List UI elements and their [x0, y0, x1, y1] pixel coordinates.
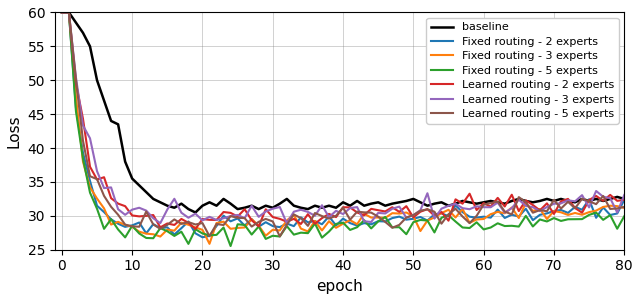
Fixed routing - 2 experts [198, 235, 206, 239]
baseline [191, 211, 199, 214]
Fixed routing - 5 experts [550, 216, 558, 220]
baseline [550, 199, 558, 203]
Learned routing - 2 experts [374, 208, 382, 212]
baseline [58, 11, 66, 14]
Line: Learned routing - 2 experts: Learned routing - 2 experts [62, 12, 624, 229]
Learned routing - 3 experts [58, 11, 66, 14]
Fixed routing - 2 experts [480, 215, 488, 219]
Line: Fixed routing - 2 experts: Fixed routing - 2 experts [62, 12, 624, 237]
Learned routing - 3 experts [620, 193, 628, 197]
Fixed routing - 2 experts [571, 205, 579, 209]
Fixed routing - 5 experts [227, 244, 234, 248]
Learned routing - 5 experts [522, 200, 530, 204]
Fixed routing - 5 experts [480, 228, 488, 231]
Learned routing - 3 experts [571, 200, 579, 203]
Legend: baseline, Fixed routing - 2 experts, Fixed routing - 3 experts, Fixed routing - : baseline, Fixed routing - 2 experts, Fix… [426, 18, 619, 123]
Learned routing - 3 experts [480, 205, 488, 209]
X-axis label: epoch: epoch [316, 279, 363, 294]
Fixed routing - 3 experts [571, 211, 579, 215]
Learned routing - 2 experts [417, 210, 424, 213]
Learned routing - 2 experts [480, 201, 488, 205]
Fixed routing - 3 experts [417, 229, 424, 233]
Fixed routing - 3 experts [58, 11, 66, 14]
baseline [571, 200, 579, 204]
Learned routing - 5 experts [417, 209, 424, 213]
Fixed routing - 3 experts [374, 216, 382, 219]
Learned routing - 5 experts [374, 215, 382, 219]
Line: Fixed routing - 5 experts: Fixed routing - 5 experts [62, 12, 624, 246]
Fixed routing - 5 experts [620, 214, 628, 218]
Learned routing - 5 experts [276, 234, 284, 238]
baseline [374, 200, 382, 204]
Fixed routing - 5 experts [417, 218, 424, 222]
Fixed routing - 3 experts [522, 201, 530, 205]
Fixed routing - 5 experts [571, 217, 579, 221]
Learned routing - 3 experts [374, 211, 382, 215]
Learned routing - 2 experts [620, 198, 628, 202]
Learned routing - 2 experts [58, 11, 66, 14]
Learned routing - 5 experts [550, 198, 558, 202]
Learned routing - 5 experts [571, 206, 579, 210]
Fixed routing - 3 experts [620, 206, 628, 210]
Fixed routing - 2 experts [374, 219, 382, 223]
Learned routing - 3 experts [417, 209, 424, 212]
Learned routing - 2 experts [550, 212, 558, 216]
Fixed routing - 2 experts [550, 209, 558, 213]
Fixed routing - 3 experts [480, 217, 488, 221]
Learned routing - 2 experts [522, 199, 530, 202]
Fixed routing - 2 experts [58, 11, 66, 14]
baseline [417, 200, 424, 204]
Learned routing - 3 experts [522, 204, 530, 208]
Learned routing - 5 experts [58, 11, 66, 14]
Fixed routing - 3 experts [550, 209, 558, 213]
Learned routing - 5 experts [620, 205, 628, 209]
Y-axis label: Loss: Loss [7, 114, 22, 148]
baseline [620, 197, 628, 201]
Learned routing - 3 experts [550, 202, 558, 206]
baseline [480, 200, 488, 204]
Fixed routing - 5 experts [374, 220, 382, 223]
Learned routing - 2 experts [571, 206, 579, 210]
Learned routing - 3 experts [283, 222, 291, 225]
Learned routing - 5 experts [480, 203, 488, 206]
Line: baseline: baseline [62, 12, 624, 213]
Line: Learned routing - 3 experts: Learned routing - 3 experts [62, 12, 624, 223]
Fixed routing - 5 experts [522, 214, 530, 218]
baseline [522, 199, 530, 203]
Fixed routing - 2 experts [522, 207, 530, 211]
Fixed routing - 3 experts [205, 242, 213, 246]
Line: Learned routing - 5 experts: Learned routing - 5 experts [62, 12, 624, 236]
Line: Fixed routing - 3 experts: Fixed routing - 3 experts [62, 12, 624, 244]
Fixed routing - 2 experts [417, 215, 424, 219]
Learned routing - 2 experts [191, 227, 199, 231]
Fixed routing - 2 experts [620, 198, 628, 202]
Fixed routing - 5 experts [58, 11, 66, 14]
